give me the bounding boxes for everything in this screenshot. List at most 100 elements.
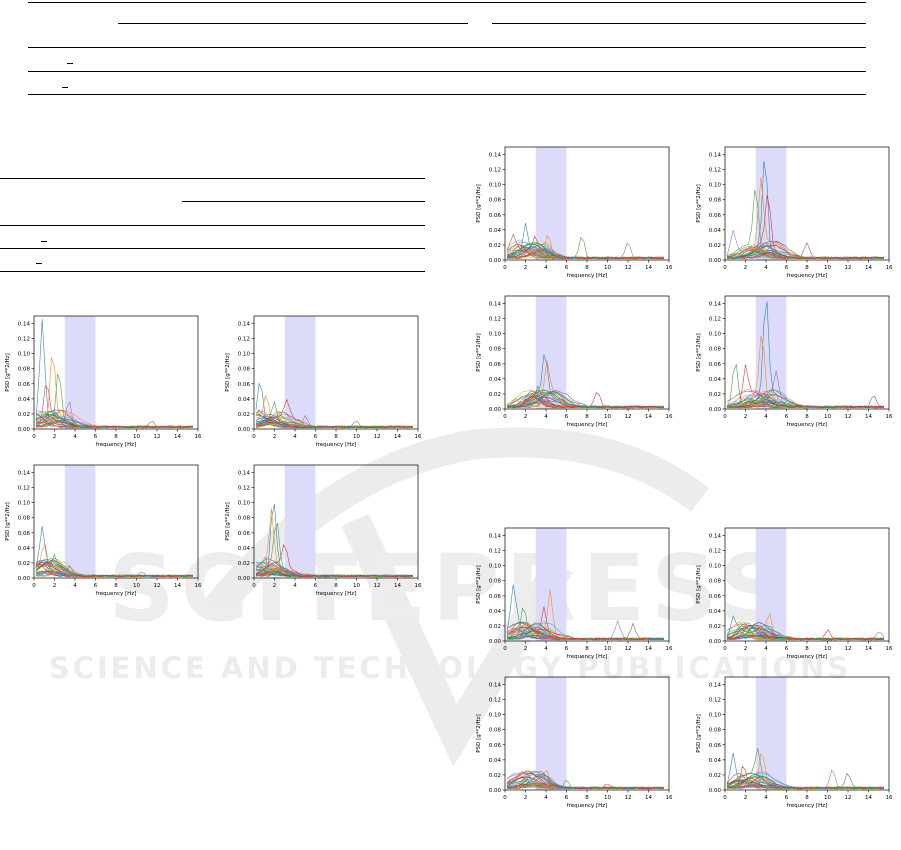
x-tick-label: 6 [94, 583, 98, 589]
x-tick-label: 10 [824, 646, 831, 652]
x-tick-label: 6 [785, 265, 789, 271]
y-tick-label: 0.08 [489, 198, 502, 204]
x-tick-label: 10 [824, 795, 831, 801]
y-tick-label: 0.02 [489, 392, 501, 398]
plot-frame [724, 295, 890, 410]
x-tick-label: 14 [174, 434, 181, 440]
x-tick-label: 16 [886, 795, 893, 801]
x-tick-label: 0 [503, 265, 507, 271]
y-tick-label: 0.02 [238, 561, 250, 567]
y-tick-label: 0.10 [18, 501, 31, 507]
y-tick-label: 0.00 [489, 788, 502, 794]
y-tick-label: 0.08 [709, 347, 722, 353]
y-tick-label: 0.10 [18, 352, 31, 358]
psd-series-line [506, 776, 665, 790]
y-tick-label: 0.02 [18, 561, 30, 567]
y-tick-label: 0.14 [238, 322, 251, 328]
x-tick-label: 2 [744, 646, 748, 652]
x-tick-label: 12 [845, 646, 852, 652]
x-axis-label: frequency [Hz] [96, 442, 137, 448]
y-tick-label: 0.10 [238, 352, 251, 358]
x-tick-label: 16 [666, 414, 673, 420]
x-tick-label: 16 [886, 265, 893, 271]
psd-plot-svg: 0 2 4 6 8 10 12 14 16 0.00 0.02 0.04 0.06 0.08 0.10 0.1… [476, 676, 673, 809]
x-axis-label: frequency [Hz] [787, 654, 828, 660]
y-tick-label: 0.06 [709, 594, 722, 600]
x-tick-label: 4 [293, 583, 297, 589]
psd-series-line [726, 161, 884, 260]
x-tick-label: 0 [32, 583, 36, 589]
y-tick-label: 0.08 [489, 579, 502, 585]
psd-series-line [726, 634, 884, 641]
x-tick-label: 14 [865, 265, 872, 271]
psd-series-line [727, 402, 884, 409]
y-tick-label: 0.06 [18, 382, 31, 388]
y-tick-label: 0.06 [489, 594, 502, 600]
y-axis-label: PSD [g**2/Hz] [696, 184, 702, 222]
x-tick-label: 0 [32, 434, 36, 440]
x-tick-label: 8 [585, 795, 589, 801]
y-tick-label: 0.08 [709, 728, 722, 734]
x-axis-label: frequency [Hz] [787, 803, 828, 809]
x-tick-label: 16 [666, 265, 673, 271]
x-tick-label: 4 [544, 795, 548, 801]
y-tick-label: 0.10 [709, 332, 722, 338]
table-mid-rule [28, 71, 866, 72]
y-tick-label: 0.02 [709, 624, 721, 630]
psd-series-line [506, 395, 664, 409]
y-tick-label: 0.06 [18, 531, 31, 537]
x-tick-label: 2 [273, 583, 277, 589]
x-tick-label: 14 [865, 646, 872, 652]
y-tick-label: 0.14 [238, 471, 251, 477]
x-tick-label: 10 [133, 583, 140, 589]
x-tick-label: 10 [604, 414, 611, 420]
y-axis-label: PSD [g**2/Hz] [696, 565, 702, 603]
psd-plot-svg: 0 2 4 6 8 10 12 14 16 0.00 0.02 0.04 0.06 0.08 0.10 0.1… [5, 315, 202, 448]
x-tick-label: 2 [524, 795, 528, 801]
y-tick-label: 0.08 [709, 198, 722, 204]
left-table-top-rule [0, 178, 425, 179]
x-tick-label: 2 [524, 414, 528, 420]
y-tick-label: 0.04 [709, 377, 722, 383]
psd-plot-6: 0 2 4 6 8 10 12 14 16 0.00 0.02 0.04 0.06 0.08 0.10 0.1… [693, 143, 893, 283]
y-tick-label: 0.02 [18, 412, 30, 418]
x-axis-label: frequency [Hz] [316, 591, 357, 597]
y-axis-label: PSD [g**2/Hz] [476, 714, 482, 752]
watermark-title: SCITEPRESS [108, 535, 791, 642]
x-tick-label: 6 [565, 414, 569, 420]
x-tick-label: 4 [544, 646, 548, 652]
x-tick-label: 10 [604, 265, 611, 271]
x-tick-label: 4 [293, 434, 297, 440]
y-tick-label: 0.10 [238, 501, 251, 507]
y-axis-label: PSD [g**2/Hz] [225, 502, 231, 540]
x-tick-label: 8 [805, 265, 809, 271]
left-table-bottom-rule [0, 271, 425, 272]
left-table-mid-rule [0, 248, 425, 249]
x-tick-label: 14 [645, 795, 652, 801]
y-tick-label: 0.06 [709, 362, 722, 368]
table-header-rule [28, 47, 866, 48]
x-tick-label: 12 [154, 583, 161, 589]
psd-series-line [726, 301, 884, 409]
y-tick-label: 0.12 [709, 317, 721, 323]
y-tick-label: 0.14 [18, 322, 31, 328]
band-highlight [64, 465, 96, 578]
left-table-row-marker [36, 263, 42, 264]
table-row-marker [62, 87, 68, 88]
y-tick-label: 0.02 [709, 392, 721, 398]
y-tick-label: 0.12 [238, 337, 250, 343]
x-tick-label: 4 [544, 265, 548, 271]
psd-plot-svg: 0 2 4 6 8 10 12 14 16 0.00 0.02 0.04 0.06 0.08 0.10 0.1… [225, 315, 422, 448]
y-tick-label: 0.04 [489, 377, 502, 383]
y-tick-label: 0.08 [18, 367, 31, 373]
psd-plot-8: 0 2 4 6 8 10 12 14 16 0.00 0.02 0.04 0.06 0.08 0.10 0.1… [693, 292, 893, 432]
y-tick-label: 0.00 [238, 576, 251, 582]
y-axis-label: PSD [g**2/Hz] [476, 565, 482, 603]
y-tick-label: 0.00 [238, 427, 251, 433]
y-tick-label: 0.04 [489, 609, 502, 615]
psd-series-line [726, 252, 884, 260]
y-tick-label: 0.02 [709, 243, 721, 249]
x-tick-label: 2 [524, 646, 528, 652]
x-tick-label: 14 [645, 265, 652, 271]
table-top-rule [28, 2, 866, 3]
